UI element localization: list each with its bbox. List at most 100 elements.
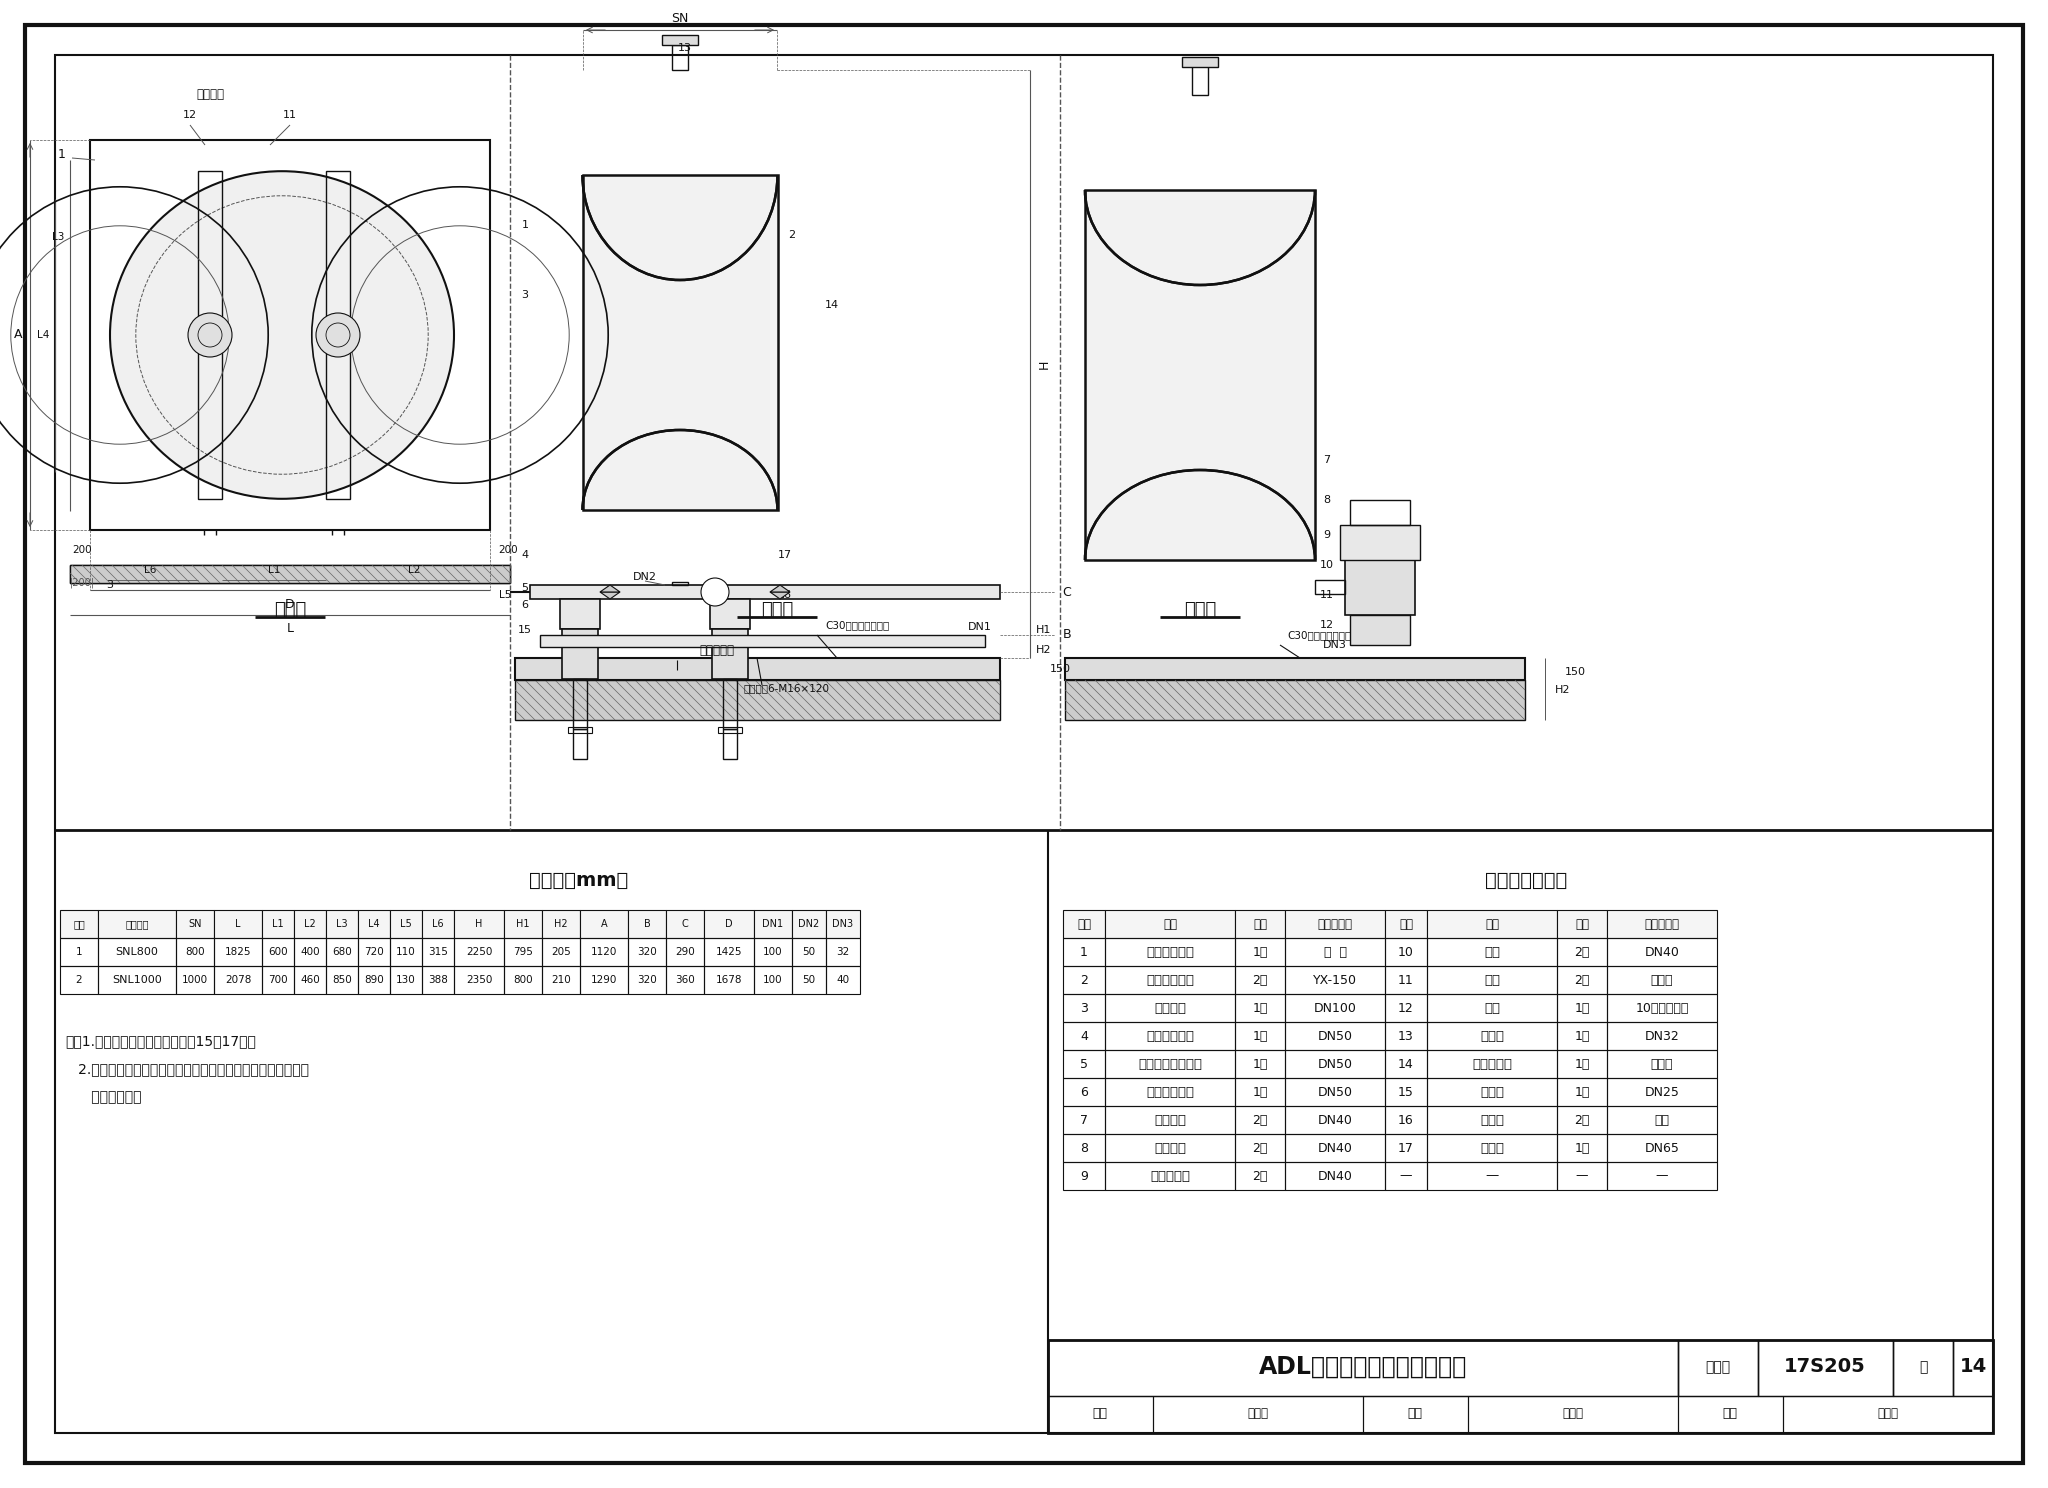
Bar bbox=[825, 937, 860, 966]
Bar bbox=[358, 937, 389, 966]
Bar bbox=[629, 937, 666, 966]
Text: 1: 1 bbox=[1079, 945, 1087, 958]
Bar bbox=[262, 911, 295, 937]
Text: 消声止回阀: 消声止回阀 bbox=[1151, 1170, 1190, 1183]
Text: 1000: 1000 bbox=[182, 975, 209, 985]
Bar bbox=[1284, 1106, 1384, 1134]
Bar bbox=[1364, 1396, 1468, 1433]
Text: 12: 12 bbox=[1321, 620, 1333, 629]
Bar bbox=[1235, 994, 1284, 1022]
Text: 5: 5 bbox=[1079, 1058, 1087, 1070]
Bar bbox=[1427, 937, 1556, 966]
Text: 200: 200 bbox=[498, 545, 518, 555]
Bar bbox=[580, 911, 629, 937]
Bar bbox=[1284, 937, 1384, 966]
Text: L3: L3 bbox=[51, 232, 63, 243]
Bar bbox=[705, 937, 754, 966]
Text: C: C bbox=[1063, 585, 1071, 598]
Bar bbox=[754, 966, 793, 994]
Text: 850: 850 bbox=[332, 975, 352, 985]
Text: 图集号: 图集号 bbox=[1706, 1360, 1731, 1373]
Text: —: — bbox=[1399, 1170, 1413, 1183]
Bar bbox=[1384, 1022, 1427, 1051]
Text: H: H bbox=[475, 920, 483, 929]
Text: 14: 14 bbox=[1960, 1357, 1987, 1376]
Text: 1425: 1425 bbox=[715, 946, 741, 957]
Text: 序号: 序号 bbox=[1399, 918, 1413, 930]
Text: 5: 5 bbox=[522, 583, 528, 594]
Text: B: B bbox=[643, 920, 651, 929]
Text: H2: H2 bbox=[1036, 644, 1053, 655]
Text: 14: 14 bbox=[1399, 1058, 1413, 1070]
Text: DN3: DN3 bbox=[831, 920, 854, 929]
Bar bbox=[70, 565, 510, 583]
Bar bbox=[723, 729, 737, 759]
Text: L: L bbox=[287, 622, 293, 635]
Bar bbox=[705, 911, 754, 937]
Bar bbox=[1556, 937, 1608, 966]
Bar bbox=[666, 911, 705, 937]
Text: 排污阀: 排污阀 bbox=[1481, 1086, 1503, 1098]
Bar bbox=[541, 635, 985, 647]
Text: 210: 210 bbox=[551, 975, 571, 985]
Text: SNL800: SNL800 bbox=[115, 946, 158, 957]
Bar bbox=[504, 966, 543, 994]
Text: 14: 14 bbox=[825, 301, 840, 310]
Bar bbox=[1427, 911, 1556, 937]
Text: 橡胶接头: 橡胶接头 bbox=[1153, 1141, 1186, 1155]
Bar bbox=[358, 966, 389, 994]
Polygon shape bbox=[600, 585, 621, 592]
Text: 赵晋刚: 赵晋刚 bbox=[1563, 1408, 1583, 1421]
Bar bbox=[1608, 1022, 1716, 1051]
Text: 800: 800 bbox=[184, 946, 205, 957]
Text: 3: 3 bbox=[1079, 1001, 1087, 1015]
Bar bbox=[1556, 1134, 1608, 1162]
Text: DN50: DN50 bbox=[1317, 1086, 1352, 1098]
Bar bbox=[666, 966, 705, 994]
Text: 15: 15 bbox=[518, 625, 532, 635]
Bar bbox=[326, 171, 350, 498]
Bar bbox=[1346, 559, 1415, 615]
Text: —: — bbox=[1575, 1170, 1589, 1183]
Text: A: A bbox=[14, 329, 23, 342]
Bar bbox=[1063, 937, 1106, 966]
Text: 7: 7 bbox=[1079, 1113, 1087, 1126]
Text: —: — bbox=[1485, 1170, 1499, 1183]
Bar bbox=[1608, 1134, 1716, 1162]
Bar bbox=[1608, 1106, 1716, 1134]
Text: C30鈢筋混凝土基础: C30鈢筋混凝土基础 bbox=[1288, 629, 1352, 640]
Bar bbox=[1063, 966, 1106, 994]
Text: 2个: 2个 bbox=[1251, 1170, 1268, 1183]
Text: 11: 11 bbox=[1321, 591, 1333, 600]
Text: L6: L6 bbox=[143, 565, 156, 574]
Bar bbox=[543, 937, 580, 966]
Bar bbox=[1427, 994, 1556, 1022]
Bar bbox=[1608, 994, 1716, 1022]
Text: 12: 12 bbox=[1399, 1001, 1413, 1015]
Bar bbox=[629, 966, 666, 994]
Text: L4: L4 bbox=[37, 330, 49, 339]
Text: 800: 800 bbox=[514, 975, 532, 985]
Bar bbox=[1106, 911, 1235, 937]
Text: 气压水罐闸阀: 气压水罐闸阀 bbox=[1147, 1030, 1194, 1043]
Text: 胡建军: 胡建军 bbox=[1878, 1408, 1898, 1421]
Bar bbox=[662, 36, 698, 45]
Bar bbox=[584, 176, 778, 510]
Text: 组合件: 组合件 bbox=[1651, 1058, 1673, 1070]
Text: 2: 2 bbox=[788, 231, 795, 240]
Bar bbox=[561, 629, 598, 679]
Bar bbox=[1106, 994, 1235, 1022]
Bar bbox=[326, 937, 358, 966]
Bar bbox=[1284, 966, 1384, 994]
Bar bbox=[1235, 966, 1284, 994]
Text: YX-150: YX-150 bbox=[1313, 973, 1358, 987]
Bar bbox=[213, 911, 262, 937]
Text: 出水总管: 出水总管 bbox=[1153, 1001, 1186, 1015]
Text: 200: 200 bbox=[72, 545, 92, 555]
Text: A: A bbox=[600, 920, 608, 929]
Bar bbox=[59, 966, 98, 994]
Text: 2台: 2台 bbox=[1575, 973, 1589, 987]
Text: 205: 205 bbox=[551, 946, 571, 957]
Text: 1: 1 bbox=[57, 149, 66, 162]
Text: 设计: 设计 bbox=[1722, 1408, 1737, 1421]
